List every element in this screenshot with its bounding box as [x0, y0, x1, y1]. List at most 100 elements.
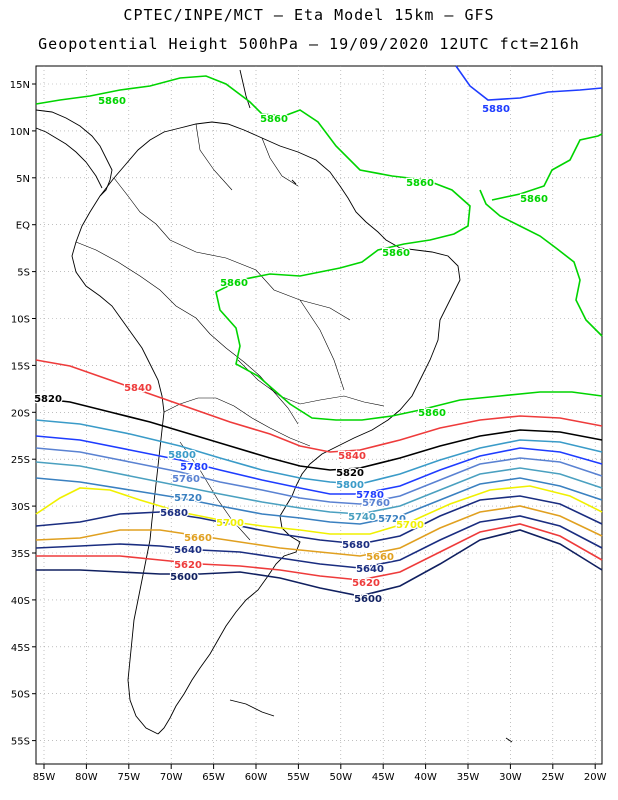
contour-label-5680: 5680 — [160, 508, 188, 519]
contour-labels: 5880 5860 5860 5860 5860 5860 5860 5860 5840 5840… — [33, 95, 549, 607]
contour-label-5720: 5720 — [378, 514, 406, 525]
lat-tick-label: 10N — [10, 127, 30, 138]
axis-ticks: 85W 80W 75W 70W 65W 60W 55W 50W 45W 40W 35W 30W 25W 2… — [10, 80, 607, 783]
contour-label-5860: 5860 — [520, 194, 548, 205]
map-frame — [35, 65, 603, 765]
contour-label-5740: 5740 — [348, 512, 376, 523]
contour-5860 — [35, 75, 603, 421]
south-america-east-coast — [99, 121, 461, 735]
contour-5780 — [35, 435, 603, 495]
contour-5860 — [479, 189, 603, 337]
lat-tick-label: 50S — [11, 690, 30, 701]
contour-label-5800: 5800 — [336, 480, 364, 491]
lon-tick-label: 30W — [499, 772, 522, 783]
contour-5860 — [491, 133, 603, 201]
contour-label-5860: 5860 — [260, 114, 288, 125]
lat-tick-label: 15S — [11, 361, 30, 372]
border-brazil-states — [237, 359, 385, 407]
lat-tick-label: 20S — [11, 408, 30, 419]
contour-label-5760: 5760 — [172, 474, 200, 485]
contour-label-5660: 5660 — [184, 533, 212, 544]
south-georgia — [505, 737, 513, 743]
contour-5600 — [36, 529, 603, 597]
central-america-coast — [35, 109, 113, 197]
border-northern — [113, 177, 351, 321]
contour-5700 — [35, 485, 603, 535]
lon-tick-label: 70W — [160, 772, 183, 783]
contour-5840 — [35, 359, 603, 453]
falklands — [229, 699, 275, 717]
lat-tick-label: EQ — [16, 221, 30, 232]
contour-label-5660: 5660 — [366, 552, 394, 563]
graticule — [36, 66, 602, 764]
contour-label-5600: 5600 — [354, 594, 382, 605]
contour-label-5860: 5860 — [220, 278, 248, 289]
lat-tick-label: 35S — [11, 549, 30, 560]
lon-tick-label: 25W — [541, 772, 564, 783]
island — [291, 179, 297, 185]
map-title: CPTEC/INPE/MCT – Eta Model 15km – GFS — [123, 6, 495, 24]
lon-tick-label: 75W — [117, 772, 140, 783]
lon-tick-label: 45W — [372, 772, 395, 783]
contour-label-5880: 5880 — [482, 104, 510, 115]
contour-label-5780: 5780 — [356, 490, 384, 501]
contour-5720 — [35, 477, 603, 525]
contour-label-5620: 5620 — [352, 578, 380, 589]
lat-tick-label: 25S — [11, 455, 30, 466]
contour-label-5680: 5680 — [342, 540, 370, 551]
border-venezuela — [195, 123, 233, 191]
contour-5620 — [36, 523, 603, 581]
coastlines — [35, 69, 513, 743]
contour-label-5820: 5820 — [34, 394, 62, 405]
contour-5660 — [35, 505, 603, 557]
lat-tick-label: 40S — [11, 596, 30, 607]
lon-tick-label: 85W — [33, 772, 56, 783]
lon-tick-label: 50W — [329, 772, 352, 783]
lat-tick-label: 5N — [16, 174, 30, 185]
contour-label-5780: 5780 — [180, 462, 208, 473]
lat-tick-label: 55S — [11, 737, 30, 748]
contour-label-5840: 5840 — [338, 451, 366, 462]
lat-tick-label: 10S — [11, 315, 30, 326]
contour-5820 — [35, 397, 603, 471]
contour-label-5600: 5600 — [170, 572, 198, 583]
contour-label-5640: 5640 — [174, 545, 202, 556]
contour-label-5860: 5860 — [406, 178, 434, 189]
border-guianas — [261, 137, 299, 187]
central-america-pacific-coast — [35, 127, 103, 189]
contour-label-5800: 5800 — [168, 450, 196, 461]
contour-label-5860: 5860 — [382, 248, 410, 259]
lon-tick-label: 35W — [457, 772, 480, 783]
contour-label-5700: 5700 — [216, 518, 244, 529]
contour-label-5700: 5700 — [396, 520, 424, 531]
contour-lines — [35, 65, 603, 597]
map-subtitle: Geopotential Height 500hPa – 19/09/2020 … — [38, 35, 580, 53]
contour-label-5840: 5840 — [124, 383, 152, 394]
antilles — [239, 69, 251, 109]
contour-5760 — [35, 447, 603, 505]
border-andes-east — [75, 241, 299, 425]
contour-label-5720: 5720 — [174, 493, 202, 504]
contour-label-5820: 5820 — [336, 468, 364, 479]
lon-tick-label: 55W — [287, 772, 310, 783]
lon-tick-label: 60W — [245, 772, 268, 783]
country-borders — [75, 123, 385, 541]
contour-5640 — [35, 515, 603, 569]
contour-label-5860: 5860 — [98, 96, 126, 107]
contour-5680 — [35, 495, 603, 545]
lon-tick-label: 80W — [75, 772, 98, 783]
lat-tick-label: 30S — [11, 502, 30, 513]
border-bolivia-south — [163, 397, 311, 447]
border-brazil-inner — [299, 299, 345, 391]
contour-label-5640: 5640 — [356, 564, 384, 575]
contour-5740 — [35, 461, 603, 515]
south-america-west-coast — [71, 195, 165, 735]
lat-tick-label: 45S — [11, 643, 30, 654]
contour-5880 — [455, 65, 603, 101]
border-argentina — [179, 441, 251, 541]
contour-5800 — [35, 419, 603, 485]
lon-tick-label: 65W — [202, 772, 225, 783]
contour-label-5760: 5760 — [362, 498, 390, 509]
lat-tick-label: 15N — [10, 80, 30, 91]
